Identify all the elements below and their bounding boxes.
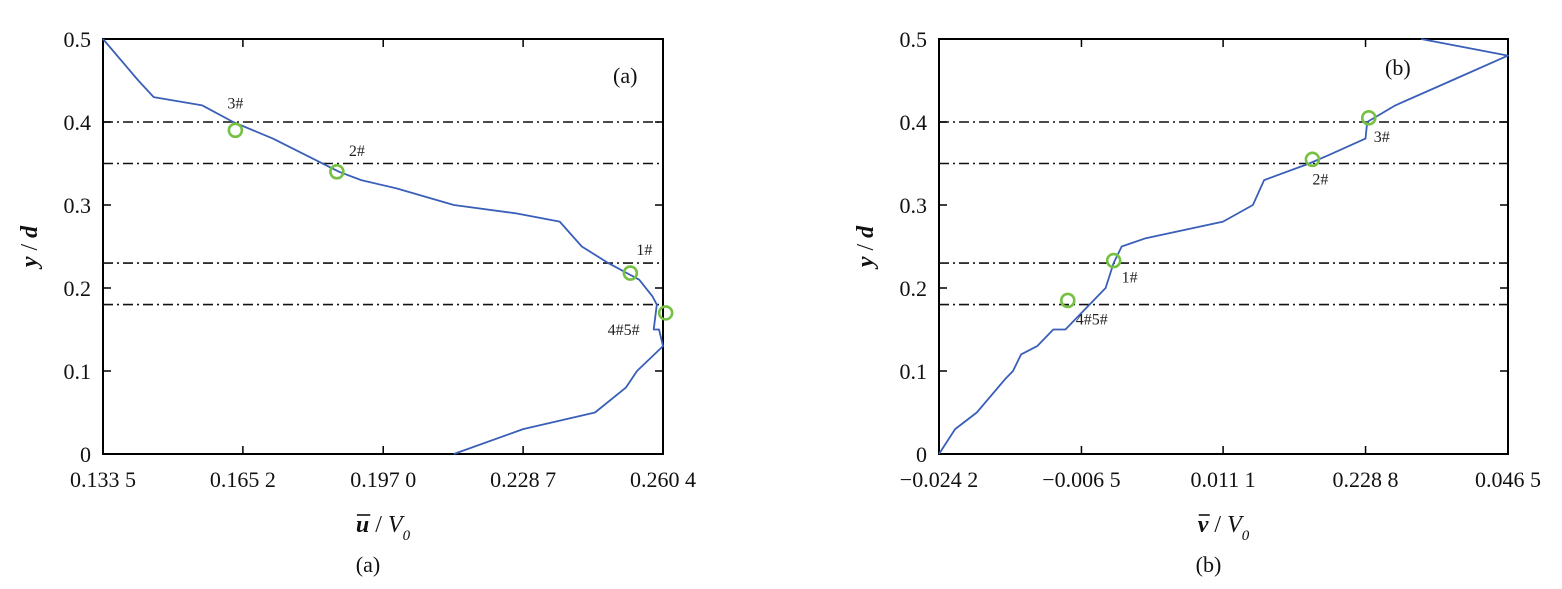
y-axis-reference-a: d [17,225,43,238]
x-axis-subscript-a: 0 [403,528,411,544]
series-line-a-0 [102,38,664,455]
caption-a: (a) [356,552,380,577]
y-tick-label-b-5: 0.5 [900,27,928,52]
x-tick-label-a-1: 0.165 2 [210,467,276,492]
marker-b-3 [1360,110,1377,126]
x-tick-label-b-1: −0.006 5 [1042,467,1120,492]
marker-label-a-2: 1# [636,242,652,259]
y-tick-label-b-0: 0 [916,442,927,467]
x-axis-title-b: v / V0 [1198,512,1250,544]
y-tick-label-a-4: 0.4 [64,110,92,135]
marker-label-a-0: 3# [227,95,243,112]
x-tick-label-b-0: −0.024 2 [900,467,978,492]
y-tick-label-a-2: 0.2 [64,276,92,301]
y-axis-title-b: y / d [853,225,879,270]
y-axis-separator-a: / [17,238,43,257]
plot-frame-b [938,38,1509,455]
x-axis-title-a: u / V0 [356,512,411,544]
plot-frame-a [102,38,664,455]
axis-ticks-b: 0 0.1 0.2 0.3 0.4 0.5 −0.024 2 −0.006 5 0.011 1 0… [900,27,1542,492]
marker-b-1 [1059,292,1076,309]
chart-panel-b: 0 0.1 0.2 0.3 0.4 0.5 −0.024 2 −0.006 5 0.011 1 0… [853,27,1541,577]
marker-b-0 [1105,252,1122,269]
y-tick-label-a-0: 0 [80,442,91,467]
y-tick-label-b-4: 0.4 [900,110,928,135]
x-axis-separator-b: / [1208,512,1227,538]
y-tick-label-b-3: 0.3 [900,193,928,218]
x-axis-variable-a: u [356,512,369,538]
y-axis-reference-b: d [853,225,879,238]
x-axis-subscript-b: 0 [1242,528,1250,544]
marker-a-1 [329,164,345,180]
series-group-a [102,38,664,455]
markers-group-b: 1# 4#5# 2# 3# [1059,110,1390,328]
x-axis-separator-a: / [369,512,388,538]
x-tick-label-a-3: 0.228 7 [490,467,556,492]
marker-label-a-1: 2# [349,143,365,160]
series-line-b-0 [938,38,1509,455]
y-axis-separator-b: / [853,238,879,257]
x-axis-reference-a: V [388,512,405,538]
y-tick-label-b-2: 0.2 [900,276,928,301]
marker-a-2 [622,265,639,281]
marker-label-b-2: 2# [1312,171,1328,188]
marker-label-b-0: 1# [1122,270,1138,287]
marker-label-b-1: 4#5# [1076,311,1108,328]
reference-lines-b [939,121,1508,306]
x-tick-label-b-2: 0.011 1 [1191,467,1256,492]
marker-b-2 [1304,151,1321,168]
x-axis-variable-b: v [1198,512,1209,538]
marker-a-3 [657,305,674,321]
y-tick-label-b-1: 0.1 [900,359,928,384]
x-tick-label-a-2: 0.197 0 [350,467,416,492]
x-tick-label-a-4: 0.260 4 [630,467,696,492]
marker-label-b-3: 3# [1374,129,1390,146]
x-tick-label-b-3: 0.228 8 [1333,467,1399,492]
reference-lines-a [103,121,663,306]
markers-group-a: 3# 2# 1# 4#5# [227,95,674,339]
panel-label-b: (b) [1385,55,1411,80]
y-tick-label-a-1: 0.1 [64,359,92,384]
y-axis-variable-b: y [853,256,879,270]
y-tick-label-a-3: 0.3 [64,193,92,218]
axis-ticks-a: 0 0.1 0.2 0.3 0.4 0.5 0.133 5 0.165 2 0.197 0 0.2… [64,27,697,492]
y-axis-title-a: y / d [17,225,43,270]
series-group-b [938,38,1509,455]
chart-panel-a: 0 0.1 0.2 0.3 0.4 0.5 0.133 5 0.165 2 0.197 0 0.2… [17,27,696,577]
panel-label-a: (a) [613,63,637,88]
caption-b: (b) [1196,552,1222,577]
x-tick-label-a-0: 0.133 5 [70,467,136,492]
y-axis-variable-a: y [17,256,43,270]
x-tick-label-b-4: 0.046 5 [1475,467,1541,492]
y-tick-label-a-5: 0.5 [64,27,92,52]
marker-a-0 [227,122,244,139]
x-axis-reference-b: V [1227,512,1244,538]
marker-label-a-3: 4#5# [608,322,640,339]
